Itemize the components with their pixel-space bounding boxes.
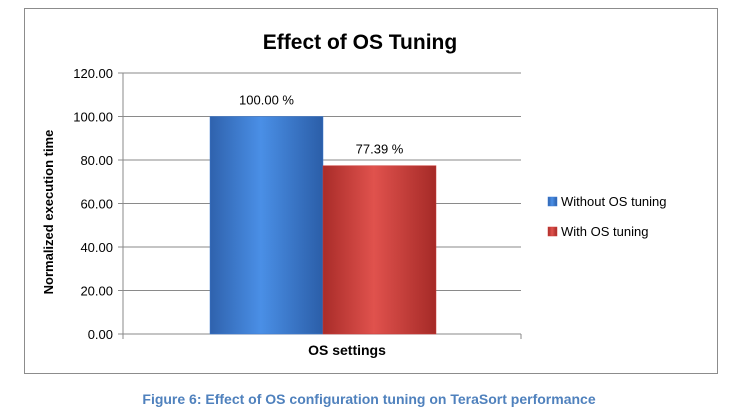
legend-swatch: [547, 226, 558, 237]
bar-chart: Effect of OS Tuning 0.00 20.00 40.00 60.00 8…: [41, 31, 667, 358]
bar-without-os-tuning: [209, 116, 324, 335]
data-label: 77.39 %: [356, 142, 404, 157]
chart-frame: Effect of OS Tuning 0.00 20.00 40.00 60.00 8…: [24, 8, 718, 374]
data-label: 100.00 %: [239, 93, 294, 108]
figure-caption: Figure 6: Effect of OS configuration tun…: [142, 391, 596, 407]
y-tick-label: 100.00: [73, 110, 113, 125]
y-tick-label: 0.00: [88, 327, 113, 342]
y-axis-label: Normalized execution time: [41, 130, 56, 295]
legend-label: With OS tuning: [561, 224, 648, 239]
legend: Without OS tuning With OS tuning: [547, 194, 667, 239]
bar-with-os-tuning: [322, 165, 437, 335]
y-tick-label: 80.00: [80, 153, 113, 168]
y-tick-label: 120.00: [73, 66, 113, 81]
legend-swatch: [547, 196, 558, 207]
x-axis-label: OS settings: [308, 342, 386, 358]
y-tick-label: 20.00: [80, 284, 113, 299]
y-tick-label: 40.00: [80, 240, 113, 255]
chart-title: Effect of OS Tuning: [263, 31, 457, 54]
y-tick-label: 60.00: [80, 197, 113, 212]
legend-label: Without OS tuning: [561, 194, 667, 209]
